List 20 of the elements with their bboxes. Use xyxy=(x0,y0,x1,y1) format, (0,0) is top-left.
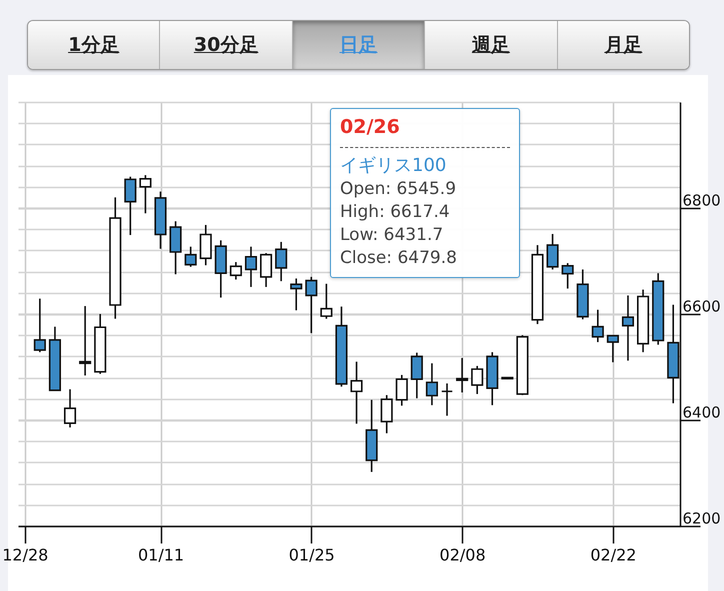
tab-button: 週足 xyxy=(424,21,557,69)
x-tick-label: 02/22 xyxy=(590,546,636,564)
x-tick-label: 02/08 xyxy=(440,546,486,564)
tab-button: 月足 xyxy=(556,21,689,69)
annotation: Low: 6431.7 xyxy=(340,224,444,247)
x-tick-label: 01/25 xyxy=(288,546,335,564)
x-tick-label: 01/11 xyxy=(138,546,184,564)
tab-button: 1分足 xyxy=(28,21,160,69)
y-tick-label: 6400 xyxy=(682,404,721,422)
y-tick-label: 6800 xyxy=(682,192,721,210)
tab-button: 日足 xyxy=(292,21,424,69)
x-tick-label: 12/28 xyxy=(2,546,48,564)
y-tick-label: 6200 xyxy=(682,510,721,528)
annotation: イギリス100 xyxy=(340,154,448,178)
annotation: Close: 6479.8 xyxy=(340,247,458,270)
tab-button: 30分足 xyxy=(159,21,292,69)
y-tick-label: 6600 xyxy=(682,298,721,316)
annotation: Open: 6545.9 xyxy=(340,178,458,201)
annotation: 02/26 xyxy=(340,115,401,140)
annotation: High: 6617.4 xyxy=(340,201,451,224)
